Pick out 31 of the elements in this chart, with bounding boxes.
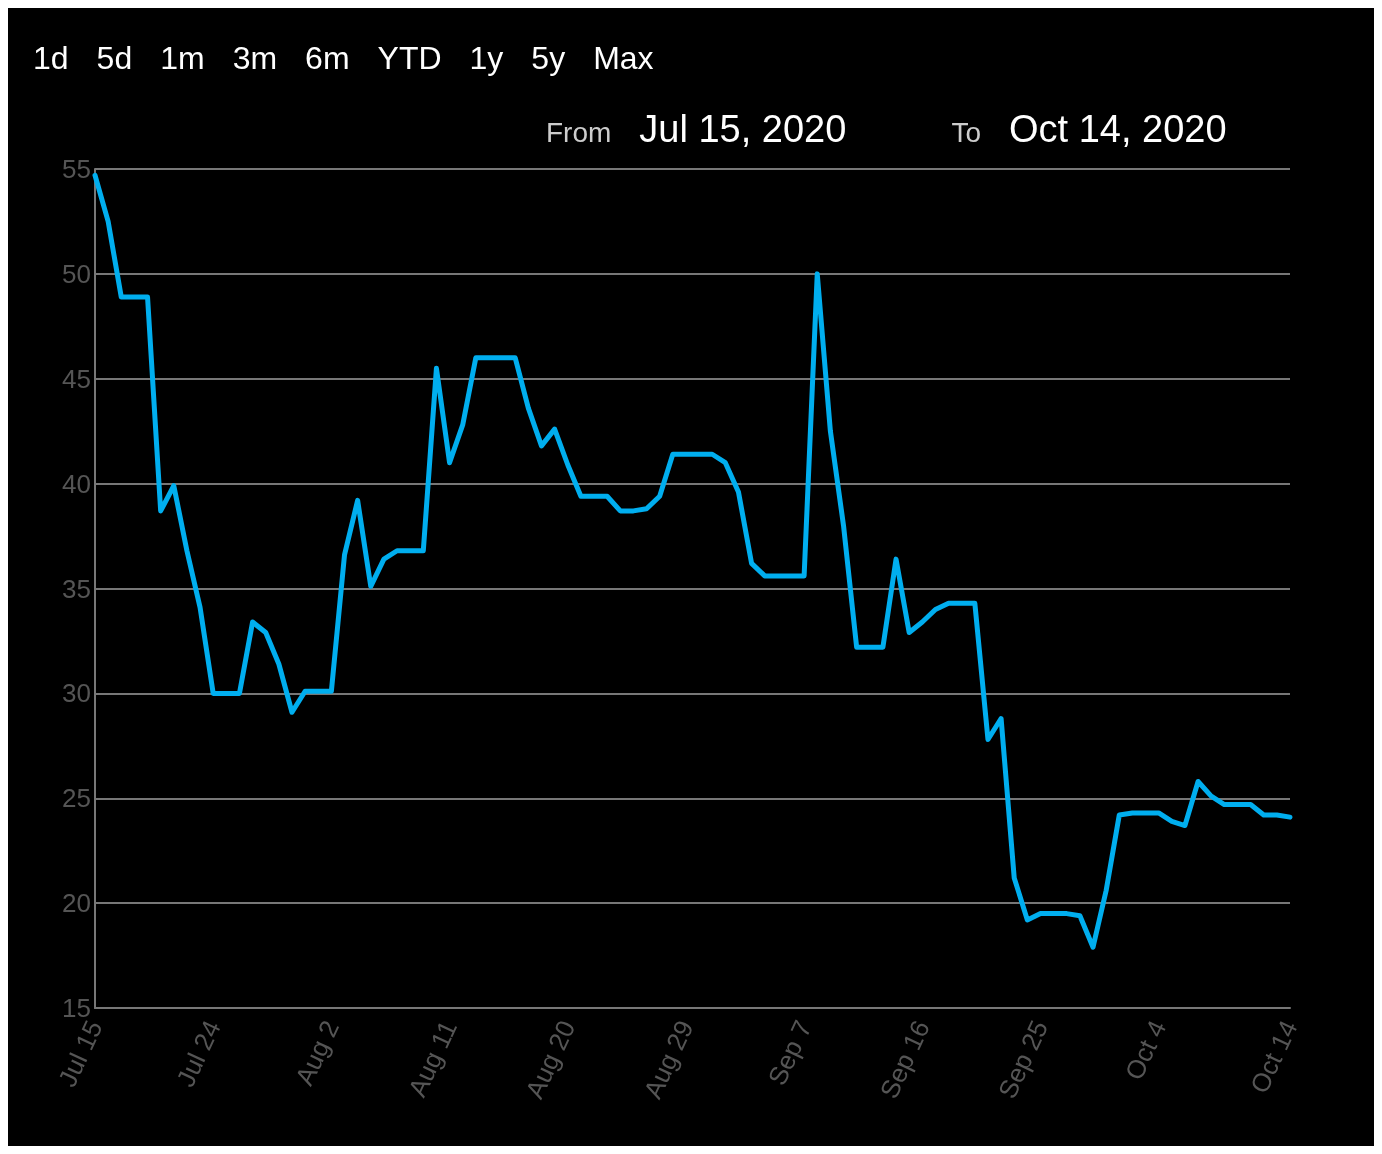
x-tick-label: Sep 7 bbox=[761, 1015, 818, 1090]
text: Oct 14, 2020 bbox=[1008, 108, 1227, 151]
text: 6m bbox=[305, 40, 350, 77]
text: Max bbox=[593, 40, 654, 77]
text: 3m bbox=[232, 40, 278, 77]
y-tick-label: 35 bbox=[62, 573, 91, 604]
x-tick-label: Jul 24 bbox=[170, 1015, 227, 1092]
x-tick-label: Aug 11 bbox=[401, 1015, 464, 1102]
y-tick-label: 45 bbox=[62, 363, 91, 394]
text: 1y bbox=[469, 40, 504, 77]
text: 1m bbox=[160, 40, 205, 77]
x-tick-label: Sep 25 bbox=[992, 1015, 1055, 1103]
x-tick-label: Aug 2 bbox=[289, 1015, 345, 1090]
text: YTD bbox=[377, 40, 442, 77]
text: 1d bbox=[33, 40, 69, 77]
y-tick-label: 50 bbox=[62, 258, 91, 289]
text: Jul 15, 2020 bbox=[639, 108, 847, 151]
x-tick-label: Sep 16 bbox=[873, 1015, 936, 1103]
text: 5d bbox=[96, 40, 133, 77]
y-tick-label: 40 bbox=[62, 468, 91, 499]
text: From bbox=[546, 117, 612, 149]
x-tick-label: Oct 4 bbox=[1118, 1015, 1173, 1085]
y-tick-label: 25 bbox=[62, 783, 91, 814]
y-tick-label: 30 bbox=[62, 678, 91, 709]
y-tick-label: 20 bbox=[62, 888, 91, 919]
y-tick-label: 55 bbox=[62, 154, 91, 184]
x-tick-label: Aug 29 bbox=[637, 1015, 700, 1103]
text: 5y bbox=[531, 40, 566, 77]
text: To bbox=[951, 117, 981, 149]
x-tick-label: Oct 14 bbox=[1244, 1015, 1304, 1098]
x-tick-label: Aug 20 bbox=[519, 1015, 582, 1103]
